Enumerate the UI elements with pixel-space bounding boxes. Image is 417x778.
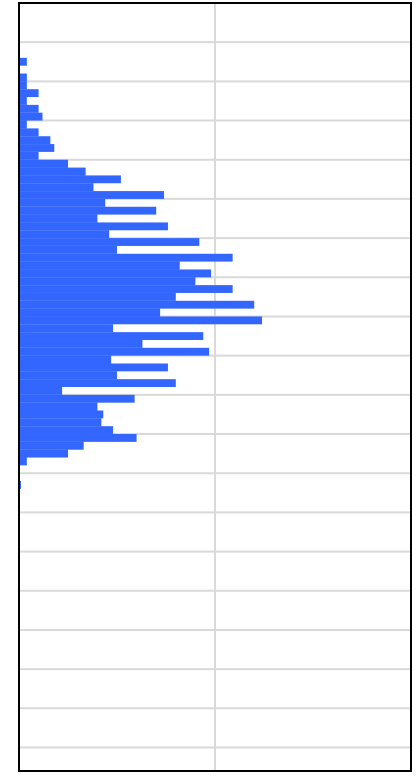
histogram-bar: [19, 57, 27, 66]
histogram-bar: [19, 214, 98, 223]
histogram-bar: [19, 222, 168, 231]
histogram-bar: [19, 183, 94, 192]
histogram-bar: [19, 426, 114, 435]
histogram-bar: [19, 285, 233, 293]
histogram-bar: [19, 269, 212, 278]
histogram-bar: [19, 418, 102, 427]
histogram-bar: [19, 434, 137, 442]
histogram-bar: [19, 292, 176, 301]
histogram-bar: [19, 104, 39, 113]
histogram-bar: [19, 97, 27, 105]
histogram-bar: [19, 238, 200, 246]
histogram-bar: [19, 191, 165, 199]
histogram-bar: [19, 410, 104, 419]
histogram-bar: [19, 198, 106, 207]
plot-frame: [18, 2, 412, 772]
histogram-bar: [19, 128, 39, 137]
histogram-bar: [19, 81, 27, 90]
histogram-bar: [19, 308, 161, 317]
histogram-bar: [19, 339, 143, 348]
histogram-bar: [19, 206, 157, 215]
histogram-bar: [19, 300, 255, 309]
histogram-bar: [19, 230, 110, 239]
histogram-bar: [19, 324, 114, 333]
histogram-bar: [19, 449, 68, 458]
histogram-bar: [19, 387, 63, 395]
histogram-bar: [19, 151, 39, 160]
histogram-bar: [19, 253, 233, 262]
histogram-bar: [19, 363, 168, 372]
histogram-bar: [19, 175, 121, 184]
histogram-bar: [19, 144, 55, 152]
histogram-bar: [19, 245, 117, 254]
histogram-bar: [19, 136, 51, 145]
histogram-bar: [19, 120, 27, 129]
histogram-bar: [19, 316, 263, 325]
histogram-bar: [19, 355, 112, 364]
histogram-bar: [19, 167, 86, 176]
histogram-bar: [19, 277, 196, 286]
histogram-bar: [19, 371, 117, 380]
histogram-bar: [19, 332, 204, 340]
histogram-bar: [19, 379, 176, 387]
histogram-bar: [19, 394, 135, 403]
histogram-bars: [19, 57, 263, 489]
histogram-bar: [19, 159, 68, 168]
histogram-bar: [19, 112, 43, 121]
histogram-bar: [19, 89, 39, 98]
histogram-bar: [19, 457, 27, 466]
histogram-bar: [19, 347, 210, 356]
histogram-bar: [19, 441, 84, 450]
histogram-bar: [19, 73, 27, 82]
histogram-bar: [19, 402, 98, 411]
histogram-bar: [19, 261, 180, 270]
